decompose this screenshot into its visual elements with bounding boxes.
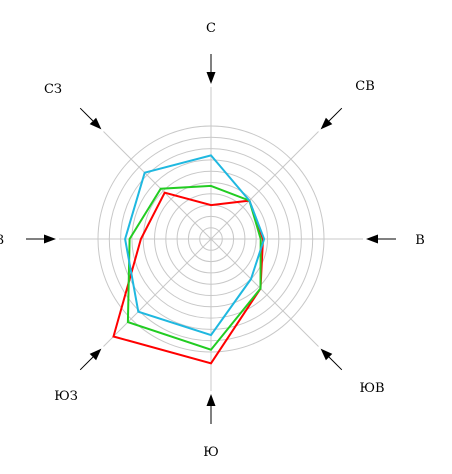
direction-label-w: З: [0, 233, 4, 248]
spoke-1: [210, 131, 319, 240]
arrow-head-4: [206, 394, 216, 406]
radar-series: [112, 154, 266, 365]
arrow-head-0: [206, 72, 216, 84]
series-polygon-2: [126, 184, 262, 351]
arrow-shaft-5: [79, 356, 94, 371]
direction-arrows: [26, 54, 396, 424]
arrow-head-7: [89, 117, 102, 130]
spoke-5: [103, 238, 212, 347]
direction-label-se: ЮВ: [359, 381, 384, 396]
arrow-head-1: [320, 117, 333, 130]
direction-label-nw: СЗ: [44, 82, 62, 97]
arrow-shaft-7: [79, 107, 94, 122]
arrow-head-6: [44, 234, 56, 244]
arrow-shaft-1: [328, 107, 343, 122]
direction-label-s: Ю: [203, 445, 219, 460]
arrow-shaft-3: [328, 356, 343, 371]
direction-label-e: В: [415, 233, 425, 248]
direction-label-sw: ЮЗ: [54, 389, 78, 404]
radar-spokes: [59, 87, 363, 391]
arrow-head-5: [89, 348, 102, 361]
arrow-head-2: [366, 234, 378, 244]
spoke-3: [210, 238, 319, 347]
arrow-head-3: [320, 348, 333, 361]
direction-label-ne: СВ: [355, 79, 375, 94]
spoke-7: [103, 131, 212, 240]
direction-label-n: С: [206, 21, 216, 36]
series-polygon-3: [124, 154, 266, 337]
